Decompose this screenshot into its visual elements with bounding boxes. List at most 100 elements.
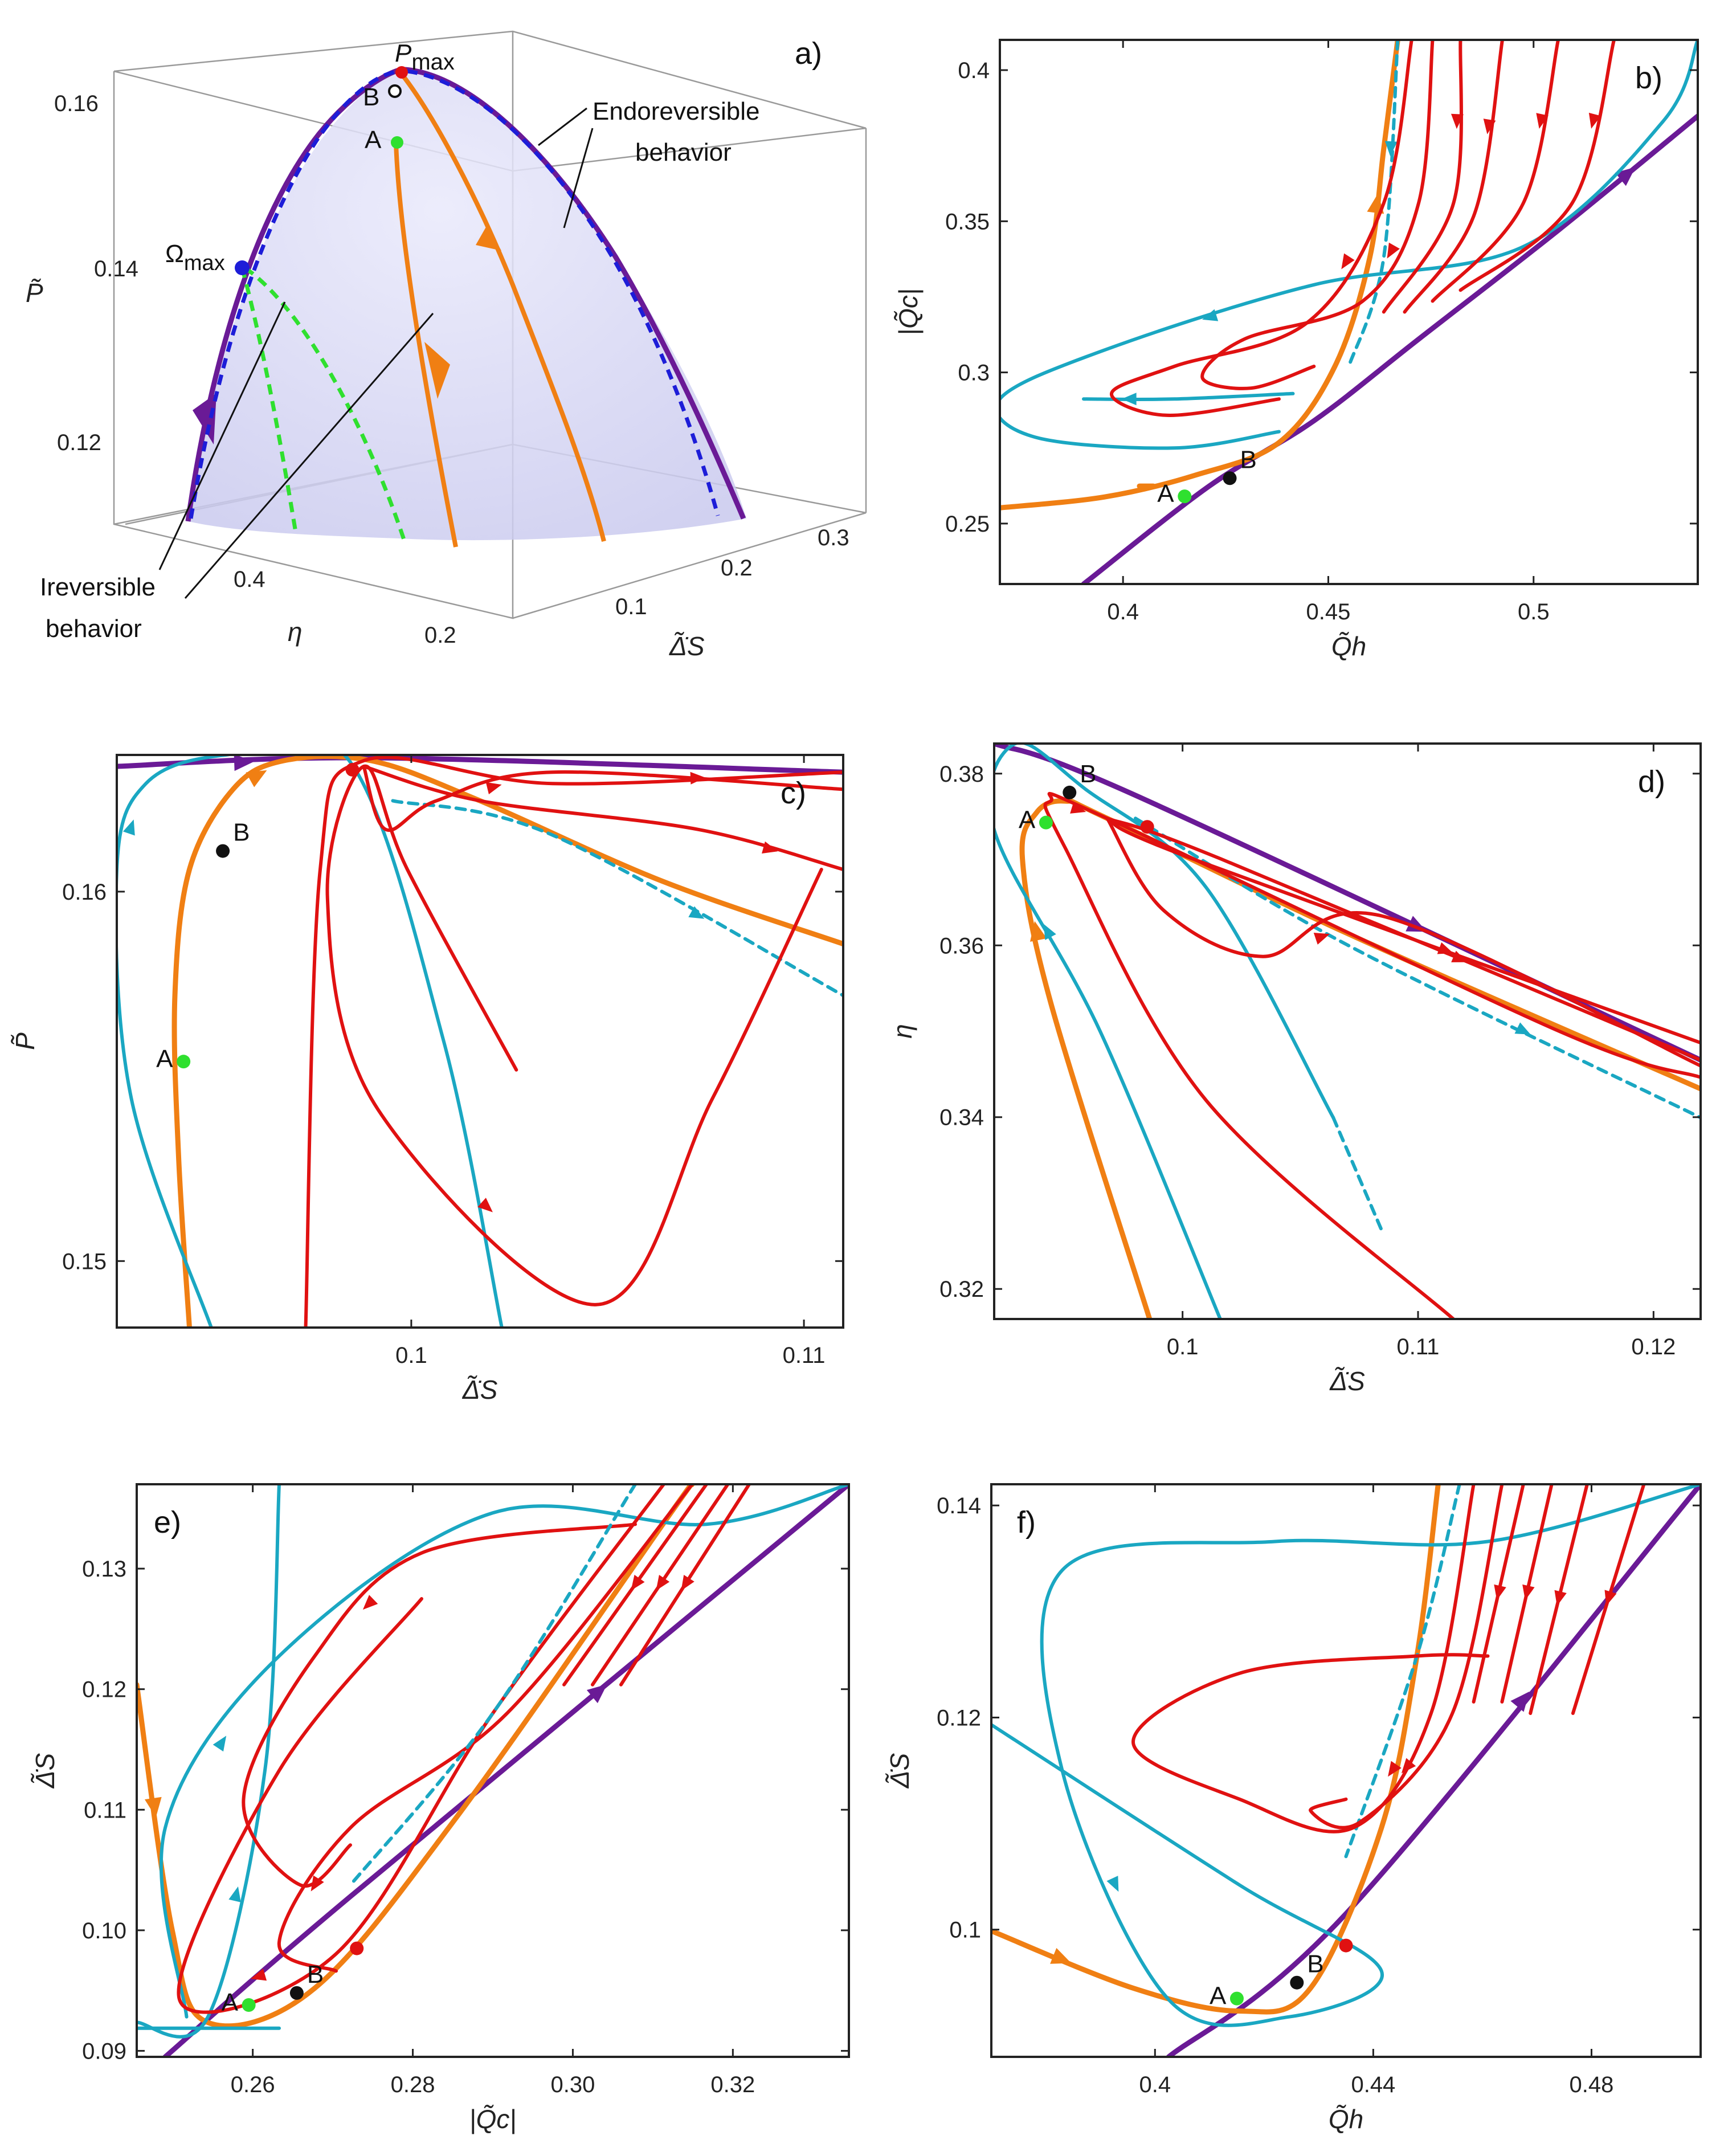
orange-arrow-b bbox=[1367, 193, 1384, 214]
red-arrow-e bbox=[656, 1574, 670, 1591]
orange-arrow-e bbox=[144, 1796, 162, 1818]
y-tick-label: 0.32 bbox=[939, 1277, 984, 1302]
purple-arrow bbox=[193, 393, 216, 444]
y-axis-label: η bbox=[888, 1024, 917, 1039]
blue-dashed-right bbox=[407, 69, 720, 516]
purple-curve-c-0 bbox=[117, 755, 843, 775]
x-axis-label: Δ̃̇S bbox=[1329, 1366, 1365, 1396]
point-p-max bbox=[345, 762, 359, 777]
y-tick-label: 0.1 bbox=[949, 1918, 981, 1943]
red-curve-e-5 bbox=[177, 1484, 665, 2014]
y-tick-label: 0.10 bbox=[82, 1918, 126, 1943]
orange-curve-e-1 bbox=[137, 1484, 696, 2029]
annot-endo-2: behavior bbox=[635, 138, 732, 166]
cyan-curve-e-2 bbox=[159, 1484, 849, 2019]
cyan-arrow-e bbox=[228, 1886, 241, 1902]
red-curve-c-4 bbox=[304, 756, 843, 1328]
cyan-arrow-b bbox=[1202, 309, 1219, 321]
box-top bbox=[113, 30, 867, 172]
x-tick-label: 0.4 bbox=[1139, 2072, 1171, 2097]
x-tick-label: 0.28 bbox=[391, 2072, 435, 2097]
red-arrow-b bbox=[1341, 253, 1355, 270]
label-a: A bbox=[1019, 806, 1036, 834]
point-a bbox=[391, 136, 403, 149]
y-axis-label: Δ̃̇S bbox=[30, 1753, 60, 1788]
annot-irrev-1: Ireversible bbox=[40, 573, 156, 601]
label-a: A bbox=[156, 1045, 173, 1073]
annot-endo-1: Endoreversible bbox=[593, 97, 760, 125]
purple-curve-f-0 bbox=[1166, 1484, 1701, 2057]
cyan-arrow-c bbox=[122, 819, 135, 836]
y-tick-label: 0.12 bbox=[937, 1705, 981, 1730]
orange-curve-c-1 bbox=[171, 755, 843, 1328]
y-tick-label: 0.36 bbox=[939, 933, 984, 958]
y-axis-label: Δ̃̇S bbox=[885, 1753, 914, 1788]
label-b: B bbox=[1307, 1950, 1323, 1978]
label-b: B bbox=[1240, 446, 1257, 473]
red-curve-d-7 bbox=[1105, 816, 1701, 1045]
cyan-curve-b-5 bbox=[1082, 391, 1295, 402]
panel-f: 0.4 0.44 0.48 0.1 0.12 0.14 Q̃h Δ̃̇S f) A B bbox=[885, 1483, 1702, 2134]
cyan-curve-e-11 bbox=[349, 1484, 637, 1887]
orange-arrow-down bbox=[424, 342, 450, 399]
irreversible-dashed-1 bbox=[240, 267, 299, 536]
point-a bbox=[1039, 815, 1053, 830]
x-tick-label: 0.45 bbox=[1306, 599, 1351, 624]
frame-d bbox=[993, 742, 1702, 1320]
y-tick-label: 0.4 bbox=[958, 58, 990, 83]
frame-e bbox=[136, 1483, 850, 2058]
cyan-curve-d-2 bbox=[994, 744, 1335, 1319]
red-curve-b-10 bbox=[1431, 40, 1560, 303]
label-b: B bbox=[363, 83, 379, 111]
irreversible-dashed-2 bbox=[243, 266, 407, 542]
curves-d bbox=[994, 744, 1701, 1319]
panel-label-b: b) bbox=[1635, 61, 1662, 95]
point-b bbox=[388, 84, 402, 98]
panel-c: 0.1 0.11 0.15 0.16 Δ̃̇S P̃ c) A B bbox=[10, 754, 844, 1404]
red-curve-e-6 bbox=[277, 1484, 694, 1973]
curves-c bbox=[117, 755, 843, 1328]
point-b bbox=[1223, 471, 1237, 485]
red-arrow-b bbox=[1387, 242, 1400, 259]
label-a: A bbox=[365, 126, 382, 154]
red-arrow-b bbox=[1536, 113, 1549, 129]
x-axis-label: Q̃h bbox=[1331, 631, 1366, 661]
purple-arrow-e bbox=[586, 1684, 607, 1704]
red-arrow-d bbox=[1313, 933, 1330, 945]
x-tick-label: 0.30 bbox=[551, 2072, 595, 2097]
point-b bbox=[216, 844, 230, 858]
label-a: A bbox=[1210, 1982, 1227, 2010]
red-arrow-f bbox=[1388, 1761, 1402, 1777]
red-curve-c-6 bbox=[362, 765, 843, 871]
cyan-curve-d-4 bbox=[1134, 816, 1701, 1120]
label-a: A bbox=[1157, 480, 1174, 508]
label-omega-max: Ωmax bbox=[165, 240, 225, 275]
panel-a-label: a) bbox=[795, 36, 822, 71]
orange-arrow-up bbox=[476, 225, 501, 251]
red-arrow-b bbox=[1451, 113, 1464, 129]
y-tick-label: 0.13 bbox=[82, 1557, 126, 1582]
panel-e: 0.26 0.28 0.30 0.32 0.09 0.10 0.11 0.12 0.13 |Q̃c… bbox=[30, 1483, 850, 2134]
point-a bbox=[242, 1998, 256, 2012]
red-arrow-e bbox=[311, 1875, 324, 1892]
purple-arrow-c bbox=[234, 755, 254, 771]
cyan-arrow-f bbox=[1106, 1876, 1119, 1892]
red-arrow-b bbox=[1483, 119, 1496, 134]
red-curve-f-4 bbox=[1131, 1484, 1490, 1834]
y-tick-label: 0.16 bbox=[62, 880, 107, 905]
y-tick-label: 0.15 bbox=[62, 1249, 107, 1274]
y-tick-label: 0.09 bbox=[82, 2039, 126, 2064]
x-tick-label: 0.32 bbox=[710, 2072, 755, 2097]
purple-curve-b-0 bbox=[1081, 113, 1698, 584]
cyan-arrow-c bbox=[688, 906, 705, 919]
eta-tick: 0.2 bbox=[424, 623, 456, 648]
x-tick-label: 0.4 bbox=[1107, 599, 1139, 624]
label-pmax: Pmax bbox=[395, 39, 455, 75]
eta-axis-label: η bbox=[288, 617, 303, 647]
red-arrow-e bbox=[362, 1595, 378, 1610]
curves-f bbox=[991, 1484, 1701, 2057]
endo-pointer-2 bbox=[563, 128, 594, 228]
panel-label-c: c) bbox=[781, 776, 806, 810]
cyan-arrow-d bbox=[1514, 1022, 1531, 1035]
